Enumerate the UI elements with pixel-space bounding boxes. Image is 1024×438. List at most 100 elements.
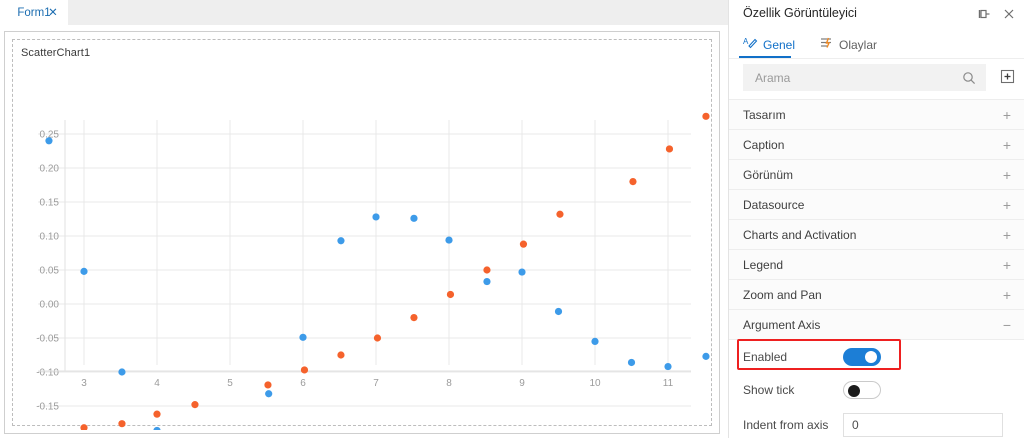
scatter-point-s1 — [483, 277, 491, 286]
document-tabstrip: Form1 ✕ — [0, 0, 728, 25]
expand-icon[interactable]: + — [1002, 197, 1011, 213]
tab-olaylar[interactable]: Olaylar — [819, 31, 877, 58]
designer-area: Form1 ✕ ScatterChart1 0.25 0.20 0.15 0.10 0.… — [0, 0, 728, 434]
scatter-point-s1 — [265, 390, 273, 398]
scatter-point-s1 — [445, 236, 453, 244]
property-group-charts-and-activation[interactable]: Charts and Activation + — [729, 220, 1024, 250]
scatter-point-s2 — [300, 366, 309, 374]
y-tick-label: 0.00 — [40, 300, 60, 311]
tab-olaylar-label: Olaylar — [839, 37, 878, 52]
toggle-knob — [865, 350, 877, 363]
scatter-point-s2 — [191, 401, 199, 409]
property-row-show-tick[interactable]: Show tick — [729, 373, 1024, 406]
y-tick-label: 0.15 — [40, 198, 60, 209]
property-group-label: Datasource — [743, 197, 805, 212]
property-group-g-r-n-m[interactable]: Görünüm + — [729, 160, 1024, 190]
scatter-chart-svg: 0.250.200.150.100.050.00-0.05-0.10-0.15-… — [36, 112, 710, 430]
y-tick-label: 0.20 — [40, 164, 60, 175]
x-tick-label: 8 — [446, 378, 452, 389]
panel-header: Özellik Görüntüleyici — [729, 0, 1024, 30]
y-tick-label: 0.25 — [40, 130, 60, 141]
scatter-point-s1 — [80, 267, 88, 275]
y-tick-label: 0.10 — [40, 232, 60, 243]
expand-icon[interactable]: + — [1002, 137, 1011, 153]
properties-icon: A — [743, 35, 758, 55]
form-surface[interactable]: ScatterChart1 0.25 0.20 0.15 0.10 0.05 0.00 -0… — [12, 39, 712, 430]
property-group-label: Görünüm — [743, 167, 794, 182]
toggle-knob — [848, 384, 860, 397]
svg-text:A: A — [743, 37, 749, 46]
property-group-body: Enabled Show tick Indent from axis — [729, 339, 1024, 438]
scatter-point-s2 — [702, 112, 710, 120]
expand-icon[interactable]: + — [1002, 167, 1011, 183]
property-group-label: Argument Axis — [743, 317, 821, 332]
property-label: Indent from axis — [743, 418, 829, 432]
toggle-enabled[interactable] — [843, 347, 881, 366]
scatter-point-s1 — [372, 213, 380, 221]
panel-tabs: A Genel Olaylar — [729, 31, 1024, 58]
expand-icon[interactable]: + — [1002, 107, 1011, 123]
tab-close-icon[interactable]: ✕ — [48, 7, 58, 19]
close-icon[interactable] — [1001, 6, 1017, 22]
scatter-point-s2 — [264, 381, 272, 389]
tab-genel[interactable]: A Genel — [743, 31, 795, 58]
scatter-point-s2 — [80, 424, 88, 430]
scatter-point-s1 — [627, 358, 636, 367]
property-group-label: Tasarım — [743, 107, 786, 122]
scatter-point-s2 — [519, 240, 528, 248]
search-row — [729, 64, 1024, 92]
property-label: Enabled — [743, 349, 788, 364]
y-tick-label: -0.15 — [36, 402, 59, 413]
scatter-point-s2 — [153, 410, 161, 418]
scatter-point-s2 — [410, 314, 418, 322]
search-input[interactable] — [753, 69, 948, 86]
property-group-caption[interactable]: Caption + — [729, 130, 1024, 160]
scatter-point-s2 — [446, 290, 455, 299]
scatter-point-s2 — [118, 420, 126, 428]
property-group-tasar-m[interactable]: Tasarım + — [729, 100, 1024, 130]
x-tick-label: 11 — [663, 378, 674, 389]
y-tick-label: -0.10 — [36, 368, 59, 379]
property-group-zoom-and-pan[interactable]: Zoom and Pan + — [729, 280, 1024, 310]
tabstrip-empty-space — [68, 0, 728, 25]
scatter-point-s2 — [556, 210, 564, 218]
chart-title: ScatterChart1 — [21, 47, 91, 59]
property-group-datasource[interactable]: Datasource + — [729, 190, 1024, 220]
scatter-point-s1 — [337, 237, 345, 245]
pin-icon[interactable] — [975, 6, 991, 22]
input-indent-from-axis[interactable] — [843, 413, 1003, 437]
property-group-label: Legend — [743, 257, 784, 272]
search-icon[interactable] — [962, 71, 976, 85]
scatter-point-s1 — [410, 214, 418, 222]
scatter-point-s1 — [591, 337, 599, 345]
scatter-point-s1 — [118, 368, 126, 376]
design-canvas: ScatterChart1 0.25 0.20 0.15 0.10 0.05 0.00 -0… — [4, 31, 720, 434]
x-tick-label: 7 — [373, 378, 379, 389]
property-row-indent-from-axis[interactable]: Indent from axis — [729, 406, 1024, 438]
search-box[interactable] — [743, 64, 986, 91]
expand-icon[interactable]: + — [1002, 227, 1011, 243]
x-tick-label: 9 — [519, 378, 525, 389]
tab-genel-label: Genel — [763, 37, 796, 52]
scatter-point-s2 — [665, 145, 674, 153]
property-group-argument-axis[interactable]: Argument Axis − — [729, 310, 1024, 340]
scatter-point-s2 — [629, 178, 637, 186]
x-tick-label: 6 — [300, 378, 306, 389]
property-group-list[interactable]: Tasarım + Caption + Görünüm + Datasource + Chart… — [729, 100, 1024, 438]
scatter-chart-plot[interactable]: 0.250.200.150.100.050.00-0.05-0.10-0.15-… — [13, 60, 713, 430]
expand-icon[interactable]: + — [1002, 287, 1011, 303]
scatter-point-s1 — [299, 333, 307, 341]
property-label: Show tick — [743, 382, 795, 397]
property-group-label: Charts and Activation — [743, 227, 857, 242]
property-group-legend[interactable]: Legend + — [729, 250, 1024, 280]
collapse-icon[interactable]: − — [1002, 317, 1011, 333]
toggle-show-tick[interactable] — [843, 380, 881, 399]
add-property-icon[interactable] — [997, 66, 1019, 88]
expand-icon[interactable]: + — [1002, 257, 1011, 273]
tab-form1[interactable]: Form1 — [0, 0, 68, 25]
x-tick-label: 3 — [81, 378, 87, 389]
x-tick-label: 4 — [154, 378, 160, 389]
property-row-enabled[interactable]: Enabled — [729, 340, 1024, 373]
scatter-point-s2 — [337, 351, 345, 359]
